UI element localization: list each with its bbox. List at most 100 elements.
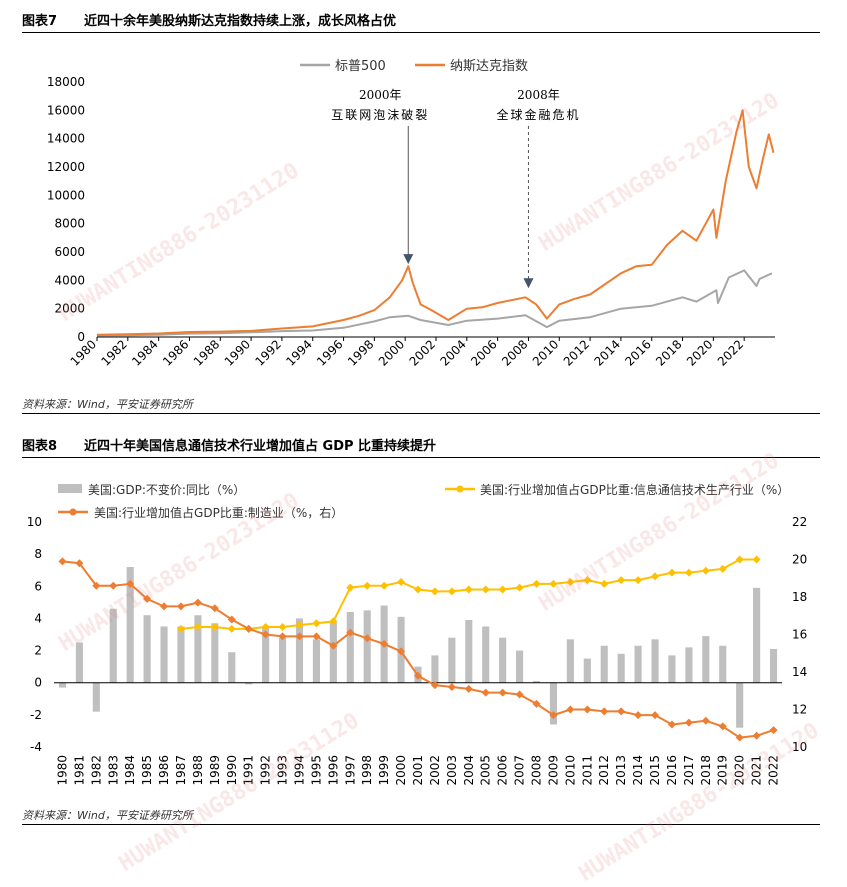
x-tick-label: 2019: [716, 755, 730, 786]
x-tick-label: 1987: [174, 755, 188, 786]
ict-point: [397, 578, 406, 586]
x-tick-label: 2005: [479, 755, 493, 786]
x-tick-label: 1990: [225, 755, 239, 786]
gdp-bar: [126, 567, 134, 683]
mfg-point: [346, 628, 355, 637]
mfg-point: [617, 707, 626, 716]
annotation-year-1: 2008年: [517, 88, 560, 102]
y-tick-label: 4000: [54, 273, 85, 287]
mfg-point: [498, 688, 507, 697]
x-tick-label: 2016: [622, 337, 653, 368]
gdp-bar: [600, 645, 608, 683]
mfg-point: [735, 733, 744, 742]
mfg-point: [481, 688, 490, 697]
mfg-point: [667, 720, 676, 729]
y-tick-label: 8000: [54, 217, 85, 231]
series-sp500-line: [96, 269, 773, 337]
x-tick-label: 1998: [345, 337, 376, 368]
x-tick-label: 2018: [699, 755, 713, 786]
legend-label-gdp: 美国:GDP:不变价:同比（%）: [88, 482, 245, 497]
mfg-point: [532, 699, 541, 708]
y-right-tick-label: 18: [792, 590, 807, 604]
x-tick-label: 2020: [733, 755, 747, 786]
mfg-point: [397, 647, 406, 656]
ict-point: [363, 581, 372, 590]
annotation-year-0: 2000年: [359, 88, 402, 102]
ict-point: [617, 576, 626, 585]
x-tick-label: 2016: [665, 755, 679, 786]
mfg-point: [701, 716, 710, 725]
ict-point: [176, 624, 185, 633]
annotation-arrow-head-1: [523, 278, 534, 289]
x-tick-label: 1994: [283, 337, 314, 368]
x-tick-label: 1990: [222, 337, 253, 368]
mfg-point: [380, 639, 389, 648]
figure7-header: 图表7 近四十余年美股纳斯达克指数持续上涨，成长风格占优: [22, 12, 820, 33]
mfg-point: [464, 684, 473, 693]
x-tick-label: 2018: [653, 337, 684, 368]
x-tick-label: 1986: [157, 755, 171, 786]
y-tick-label: 6000: [54, 245, 85, 259]
gdp-bar: [279, 637, 287, 683]
ict-point: [295, 621, 304, 630]
y-right-tick-label: 14: [792, 665, 807, 679]
figure8-title: 近四十年美国信息通信技术行业增加值占 GDP 比重持续提升: [84, 439, 437, 454]
gdp-bar: [245, 682, 253, 685]
x-tick-label: 2021: [750, 755, 764, 786]
ict-point: [566, 578, 575, 586]
figure7-source: 资料来源：Wind，平安证券研究所: [22, 397, 820, 414]
x-tick-label: 1998: [360, 755, 374, 786]
x-tick-label: 1993: [276, 755, 290, 786]
x-tick-label: 2006: [468, 337, 499, 368]
gdp-bar: [346, 612, 354, 683]
gdp-bar: [160, 626, 168, 683]
gdp-bar: [465, 620, 473, 683]
gdp-bar: [211, 623, 219, 683]
ict-point: [498, 585, 507, 594]
figure7-label: 图表7: [22, 14, 58, 29]
ict-point: [634, 576, 643, 585]
mfg-point: [363, 634, 372, 643]
ict-point: [583, 576, 592, 585]
mfg-point: [752, 731, 761, 740]
x-tick-label: 1984: [123, 755, 137, 786]
y-left-tick-label: 10: [27, 515, 42, 529]
y-right-tick-label: 20: [792, 553, 807, 567]
x-tick-label: 2008: [530, 755, 544, 786]
annotation-arrow-head-0: [403, 254, 414, 265]
y-tick-label: 14000: [47, 132, 85, 146]
mfg-point: [651, 711, 660, 720]
gdp-bar: [262, 626, 270, 683]
x-tick-label: 2007: [513, 755, 527, 786]
x-tick-label: 2012: [597, 755, 611, 786]
figure7-title: 近四十余年美股纳斯达克指数持续上涨，成长风格占优: [84, 14, 397, 29]
y-tick-label: 0: [77, 330, 85, 344]
ict-point: [312, 619, 321, 628]
y-right-tick-label: 16: [792, 628, 807, 642]
gdp-bar: [753, 587, 761, 683]
gdp-bar: [702, 636, 710, 683]
series-nasdaq-line: [96, 109, 775, 336]
mfg-point: [515, 690, 524, 699]
mfg-point: [583, 705, 592, 714]
x-tick-label: 2010: [563, 755, 577, 786]
gdp-bar: [448, 637, 456, 683]
gdp-bar: [516, 650, 524, 683]
ict-point: [481, 585, 490, 594]
gdp-bar: [651, 639, 659, 683]
mfg-point: [210, 604, 219, 613]
series-ict-line: [180, 558, 757, 630]
gdp-bar: [668, 655, 676, 683]
y-tick-label: 18000: [47, 75, 85, 89]
x-tick-label: 1996: [314, 337, 345, 368]
figure8-header: 图表8 近四十年美国信息通信技术行业增加值占 GDP 比重持续提升: [22, 437, 820, 458]
y-left-tick-label: -2: [30, 708, 42, 722]
ict-point: [447, 587, 456, 596]
ict-point: [414, 585, 422, 594]
mfg-point: [58, 557, 67, 566]
y-tick-label: 12000: [47, 160, 85, 174]
annotation-text-0: 互联网泡沫破裂: [331, 107, 429, 122]
mfg-point: [75, 559, 84, 568]
mfg-point: [549, 711, 558, 720]
ict-point: [549, 579, 558, 588]
